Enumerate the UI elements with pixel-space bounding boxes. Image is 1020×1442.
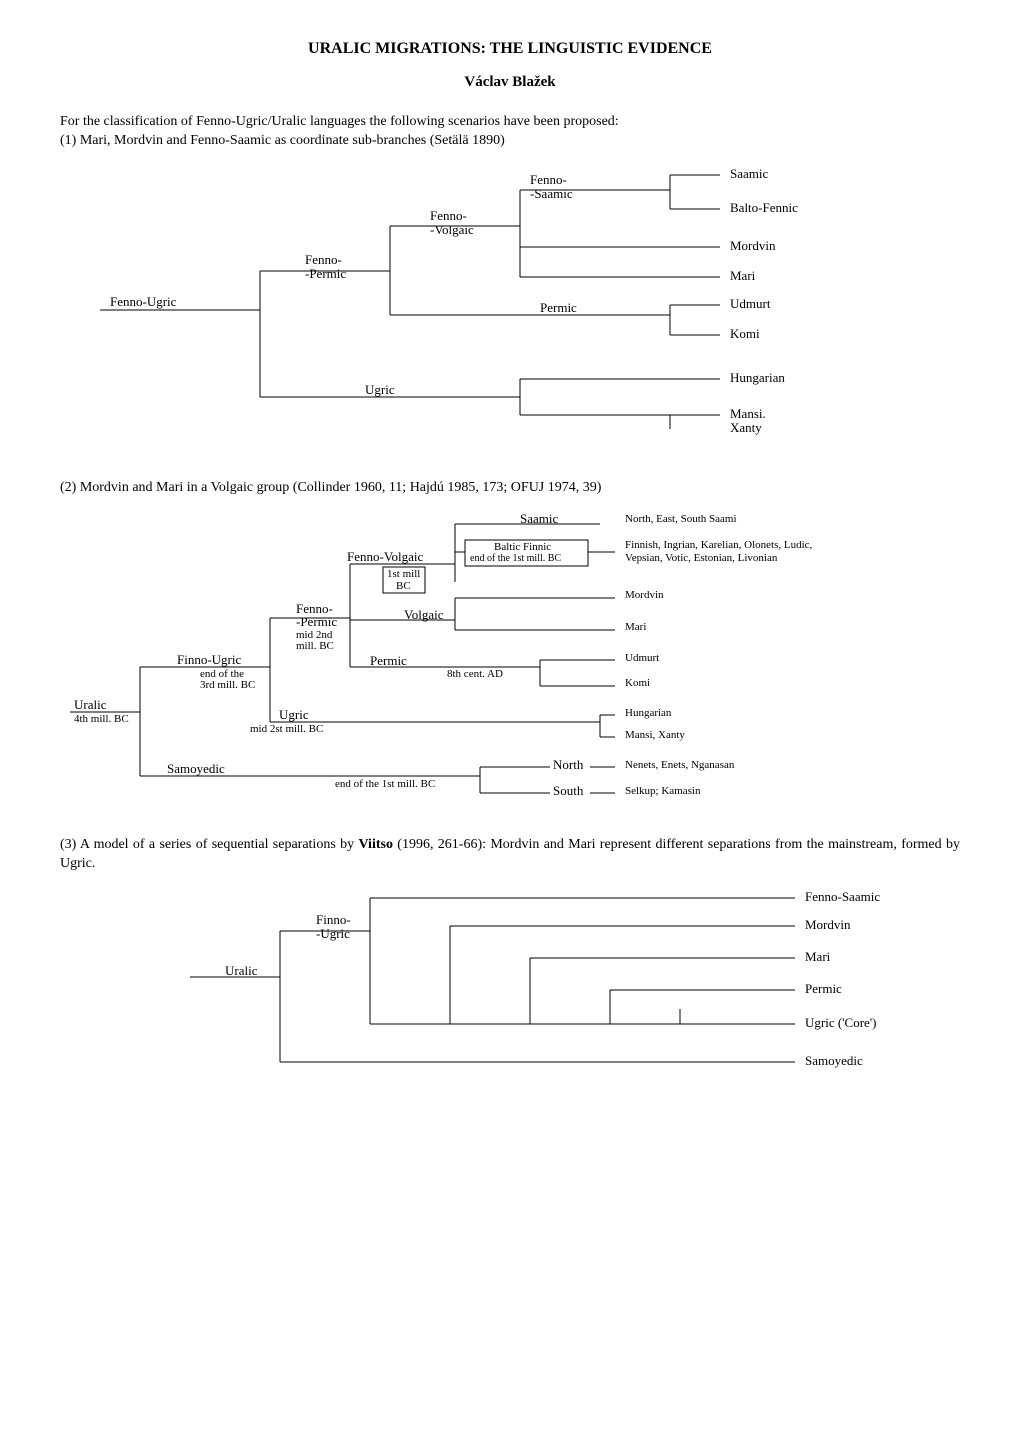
page-title: URALIC MIGRATIONS: THE LINGUISTIC EVIDEN… xyxy=(60,40,960,58)
t3-l0: Fenno-Saamic xyxy=(805,890,880,905)
item3b: Viitso xyxy=(358,837,392,852)
t2-fv-b2: BC xyxy=(396,580,411,593)
t2-sa: Saamic xyxy=(520,512,558,527)
t1-leaf8: Xanty xyxy=(730,421,762,436)
t3-l4: Ugric ('Core') xyxy=(805,1016,876,1031)
t1-pe: Permic xyxy=(540,301,577,316)
t1-leaf4: Udmurt xyxy=(730,297,770,312)
item3a: (3) A model of a series of sequential se… xyxy=(60,837,358,852)
t2-l2: Vepsian, Votic, Estonian, Livonian xyxy=(625,552,777,565)
tree2: Uralic 4th mill. BC Finno-Ugric end of t… xyxy=(60,512,960,812)
t2-fp-a2: mill. BC xyxy=(296,640,334,653)
t2-l8: Mansi, Xanty xyxy=(625,729,685,742)
t1-leaf6: Hungarian xyxy=(730,371,785,386)
t2-bf1: Baltic Finnic xyxy=(494,541,551,554)
t2-bf2: end of the 1st mill. BC xyxy=(470,553,561,565)
t3-root: Uralic xyxy=(225,964,257,979)
t2-l4: Mari xyxy=(625,621,646,634)
t2-north: North xyxy=(553,758,583,773)
t3-l5: Samoyedic xyxy=(805,1054,863,1069)
item1-text: (1) Mari, Mordvin and Fenno-Saamic as co… xyxy=(60,133,505,148)
t2-pe: Permic xyxy=(370,654,407,669)
t2-fv: Fenno-Volgaic xyxy=(347,550,423,565)
t2-l5: Udmurt xyxy=(625,652,659,665)
t3-l2: Mari xyxy=(805,950,830,965)
t2-south: South xyxy=(553,784,583,799)
tree3: Uralic Finno- -Ugric Fenno-Saamic Mordvi… xyxy=(60,887,960,1077)
t1-leaf0: Saamic xyxy=(730,167,768,182)
t1-leaf2: Mordvin xyxy=(730,239,776,254)
t3-l1: Mordvin xyxy=(805,918,851,933)
item3-para: (3) A model of a series of sequential se… xyxy=(60,836,960,874)
t3-l3: Permic xyxy=(805,982,842,997)
t2-l6: Komi xyxy=(625,677,650,690)
t2-l1: Finnish, Ingrian, Karelian, Olonets, Lud… xyxy=(625,539,812,552)
t1-fv2: -Volgaic xyxy=(430,223,474,238)
t2-l9: Nenets, Enets, Nganasan xyxy=(625,759,734,772)
t1-leaf5: Komi xyxy=(730,327,760,342)
intro-para: For the classification of Fenno-Ugric/Ur… xyxy=(60,113,960,151)
t2-root-annot: 4th mill. BC xyxy=(74,713,129,726)
t2-sam-a: end of the 1st mill. BC xyxy=(335,778,435,791)
t2-vo: Volgaic xyxy=(404,608,443,623)
t2-fu: Finno-Ugric xyxy=(177,653,241,668)
t2-l3: Mordvin xyxy=(625,589,664,602)
t2-fp2: -Permic xyxy=(296,615,337,630)
t1-ug: Ugric xyxy=(365,383,395,398)
t3-fu2: -Ugric xyxy=(316,927,350,942)
t2-l7: Hungarian xyxy=(625,707,671,720)
t2-fu-a2: 3rd mill. BC xyxy=(200,679,255,692)
intro-text: For the classification of Fenno-Ugric/Ur… xyxy=(60,114,619,129)
t2-sam: Samoyedic xyxy=(167,762,225,777)
t1-leaf1: Balto-Fennic xyxy=(730,201,798,216)
t2-l0: North, East, South Saami xyxy=(625,513,737,526)
t1-fp2: -Permic xyxy=(305,267,346,282)
item2-para: (2) Mordvin and Mari in a Volgaic group … xyxy=(60,479,960,498)
author: Václav Blažek xyxy=(60,74,960,91)
tree1: Fenno-Ugric Fenno- -Permic Ugric Fenno- … xyxy=(60,165,960,455)
t2-pe-a: 8th cent. AD xyxy=(447,668,503,681)
t2-ug-a: mid 2st mill. BC xyxy=(250,723,323,736)
t1-root: Fenno-Ugric xyxy=(110,295,176,310)
t1-fs2: -Saamic xyxy=(530,187,573,202)
t2-fv-b1: 1st mill xyxy=(387,568,420,581)
t1-leaf3: Mari xyxy=(730,269,755,284)
t2-l10: Selkup; Kamasin xyxy=(625,785,700,798)
t2-ug: Ugric xyxy=(279,708,309,723)
t2-root: Uralic xyxy=(74,698,106,713)
